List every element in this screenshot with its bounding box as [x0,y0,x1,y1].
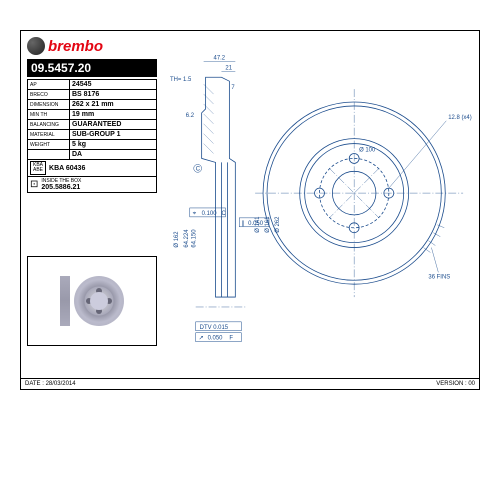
table-row: MIN TH19 mm [28,110,157,120]
dim-outer: Ø 262 [275,217,281,233]
logo-disc-icon [27,37,45,55]
dim-bore: Ø 141 [255,216,261,233]
table-row: MATERIALSUB-GROUP 1 [28,130,157,140]
datum-c: C [196,166,201,172]
table-row: ⊡ INSIDE THE BOX 205.5886.21 [28,177,157,193]
dim-fins: 36 FINS [428,274,450,280]
kba-cell: KBAABE KBA 60436 [30,161,154,175]
spec-label: WEIGHT [28,140,70,150]
table-row: BRECOBS 8176 [28,90,157,100]
spec-value: 19 mm [70,110,157,120]
spec-label: MIN TH [28,110,70,120]
spec-value: 262 x 21 mm [70,100,157,110]
spec-label: AP [28,80,70,90]
table-row: KBAABE KBA 60436 [28,160,157,177]
footer: DATE : 28/03/2014 VERSION : 00 [21,378,479,389]
dim-chamfer: 6.2 [186,113,194,119]
technical-drawing: 47.2 21 TH= 1.5 7 6.2 [166,37,473,369]
spec-value: 205.5886.21 [41,184,81,191]
part-number: 09.5457.20 [27,59,157,77]
spec-label: BALANCING [28,120,70,130]
brembo-logo: brembo [27,37,157,55]
spec-value: 24545 [70,80,157,90]
footer-date: DATE : 28/03/2014 [25,381,436,387]
dtv: DTV 0.015 [200,325,229,331]
spec-value: KBA 60436 [49,165,85,172]
drawing-sheet: brembo 09.5457.20 AP24545 BRECOBS 8176 D… [20,30,480,390]
runout: 0.050 [208,336,224,342]
product-thumbnail [27,256,157,346]
dim-hub: Ø 162 [174,231,180,247]
dim-inner2: 64.150 [192,229,198,248]
dim-thickness: 21 [225,65,232,71]
svg-text:∥: ∥ [241,220,244,227]
svg-text:⌖: ⌖ [193,211,197,217]
table-row: WEIGHT5 kg [28,140,157,150]
box-icon: ⊡ [30,179,38,190]
spec-label: MATERIAL [28,130,70,140]
spec-value: 5 kg [70,140,157,150]
table-row: BALANCINGGUARANTEED [28,120,157,130]
kba-badge: KBAABE [30,161,46,175]
drawing-svg: 47.2 21 TH= 1.5 7 6.2 [166,37,473,369]
spec-value: SUB-GROUP 1 [70,130,157,140]
spec-table: AP24545 BRECOBS 8176 DIMENSION262 x 21 m… [27,79,157,193]
dim-bolt: 12.8 (x4) [448,115,471,121]
footer-version: VERSION : 00 [436,381,475,387]
spec-value: BS 8176 [70,90,157,100]
thumb-side-icon [60,276,70,326]
thumb-disc-icon [74,276,124,326]
logo-block: brembo [27,37,157,55]
dim-step: 7 [231,85,234,91]
spec-value: DA [70,150,157,160]
spec-label: BRECO [28,90,70,100]
dim-pcd: Ø 161 [265,216,271,233]
inside-box-cell: ⊡ INSIDE THE BOX 205.5886.21 [30,178,154,191]
svg-text:C: C [221,211,226,217]
spec-label: DIMENSION [28,100,70,110]
spec-value: GUARANTEED [70,120,157,130]
table-row: DIMENSION262 x 21 mm [28,100,157,110]
table-row: AP24545 [28,80,157,90]
dim-inner1: 64.224 [184,229,190,248]
datum-f: F [229,336,233,342]
tol-flat: 0.100 [202,211,218,217]
svg-text:↗: ↗ [199,336,204,342]
brand-name: brembo [48,38,103,55]
dim-offset: 47.2 [214,55,226,61]
dim-bolt-pcd: Ø 100 [359,148,376,154]
table-row: DA [28,150,157,160]
dim-th: TH= 1.5 [170,77,192,83]
spec-label [28,150,70,160]
